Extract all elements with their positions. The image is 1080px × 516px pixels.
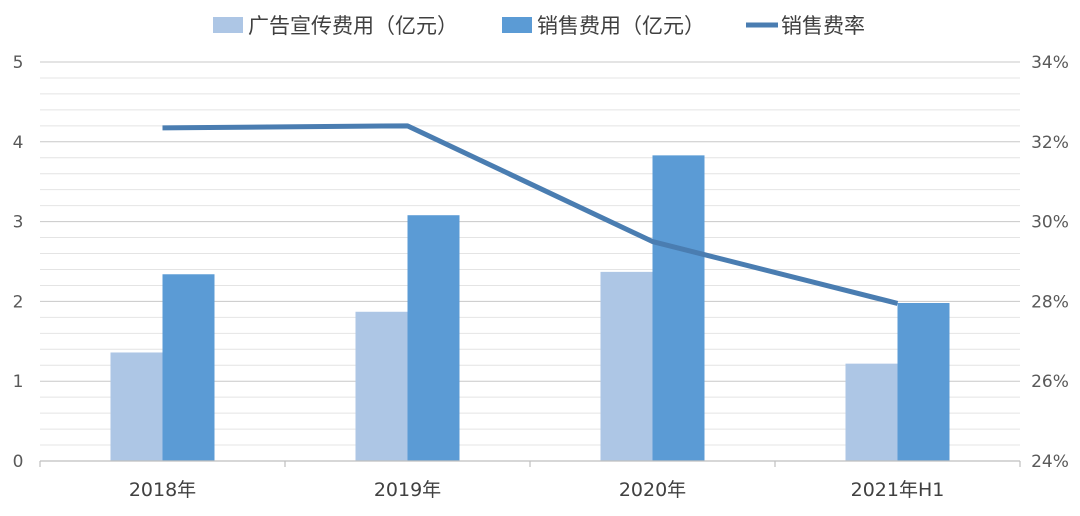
bar-sales-2 [652,155,705,461]
x-category-label: 2020年 [619,479,686,501]
legend: 广告宣传费用（亿元） 销售费用（亿元） 销售费率 [213,14,865,38]
y-right-tick-label: 26% [1031,372,1069,392]
bar-sales-3 [897,302,950,461]
x-categories: 2018年 2019年 2020年 2021年H1 [129,479,945,501]
y-left-tick-label: 0 [13,452,24,472]
y-right-tick-label: 34% [1031,53,1069,73]
x-category-label: 2019年 [374,479,441,501]
legend-label-1: 销售费用（亿元） [537,14,705,38]
y-left-tick-label: 1 [13,372,24,392]
rate-line-series [162,123,899,306]
bar-advertising-0 [110,352,163,461]
bar-sales-0 [162,274,215,461]
y-left-tick-label: 3 [13,213,24,233]
legend-label-0: 广告宣传费用（亿元） [248,14,458,38]
y-right-tick-label: 28% [1031,292,1069,312]
y-right-ticks: 24% 26% 28% 30% 32% 34% [1031,53,1069,472]
y-left-tick-label: 5 [13,53,24,73]
x-axis [39,460,1021,467]
y-right-tick-label: 30% [1031,213,1069,233]
y-right-tick-label: 24% [1031,452,1069,472]
bar-advertising-1 [355,311,408,461]
bar-advertising-3 [845,363,898,461]
bars [110,155,950,461]
legend-swatch-0 [213,17,243,33]
legend-label-2: 销售费率 [781,14,865,38]
y-right-tick-label: 32% [1031,133,1069,153]
y-left-tick-label: 4 [13,133,24,153]
bar-sales-1 [407,215,460,461]
bar-advertising-2 [600,271,653,461]
x-category-label: 2021年H1 [851,479,945,501]
legend-swatch-1 [502,17,532,33]
y-left-ticks: 0 1 2 3 4 5 [13,53,24,472]
rate-line [162,123,899,306]
y-left-tick-label: 2 [13,292,24,312]
x-category-label: 2018年 [129,479,196,501]
